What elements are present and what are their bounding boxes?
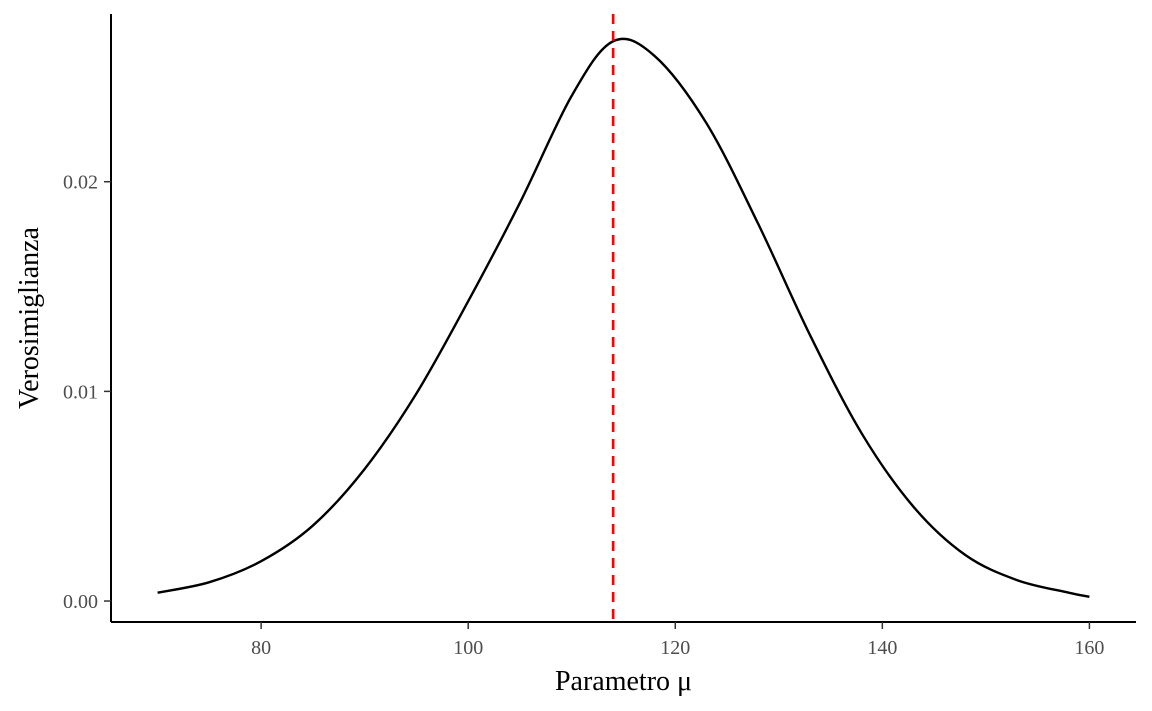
y-tick-label: 0.02 bbox=[63, 172, 98, 194]
x-axis-title: Parametro μ bbox=[555, 666, 692, 697]
x-axis-ticks: 80 100 120 140 160 bbox=[251, 622, 1104, 659]
y-axis-ticks: 0.00 0.01 0.02 bbox=[63, 172, 111, 613]
x-tick-label: 160 bbox=[1074, 637, 1104, 659]
x-tick-label: 100 bbox=[453, 637, 483, 659]
likelihood-curve bbox=[157, 37, 1090, 599]
plot-marks bbox=[157, 14, 1090, 622]
x-tick-label: 80 bbox=[251, 637, 271, 659]
y-axis-title: Verosimiglianza bbox=[14, 226, 45, 409]
x-tick-label: 120 bbox=[660, 637, 690, 659]
x-tick-label: 140 bbox=[867, 637, 897, 659]
y-tick-label: 0.01 bbox=[63, 381, 98, 403]
y-tick-label: 0.00 bbox=[63, 591, 98, 613]
